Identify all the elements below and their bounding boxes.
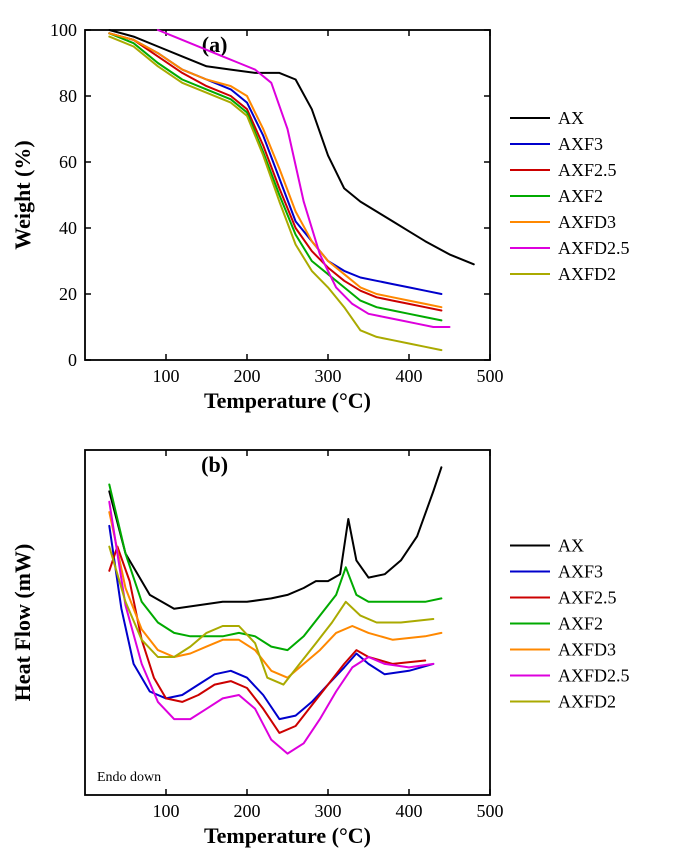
svg-text:400: 400	[396, 366, 423, 386]
svg-text:500: 500	[477, 801, 504, 821]
svg-text:AXF3: AXF3	[558, 562, 603, 582]
svg-text:AXF2.5: AXF2.5	[558, 588, 617, 608]
svg-text:AX: AX	[558, 108, 584, 128]
figure-svg: 100 200 300 400 500 0 20 40 60 80 100 Temperature (…	[0, 0, 691, 866]
svg-text:0: 0	[68, 350, 77, 370]
svg-text:100: 100	[153, 366, 180, 386]
svg-text:40: 40	[59, 218, 77, 238]
svg-text:Weight (%): Weight (%)	[10, 140, 35, 249]
svg-text:AXFD2: AXFD2	[558, 264, 616, 284]
svg-text:60: 60	[59, 152, 77, 172]
svg-text:Heat Flow (mW): Heat Flow (mW)	[10, 544, 35, 702]
svg-text:500: 500	[477, 366, 504, 386]
svg-text:AXFD3: AXFD3	[558, 212, 616, 232]
svg-text:300: 300	[315, 801, 342, 821]
svg-text:AXF2: AXF2	[558, 186, 603, 206]
svg-text:80: 80	[59, 86, 77, 106]
svg-text:AXF2.5: AXF2.5	[558, 160, 617, 180]
figure-container: 100 200 300 400 500 0 20 40 60 80 100 Temperature (…	[0, 0, 691, 866]
svg-text:200: 200	[234, 366, 261, 386]
svg-text:AXFD2.5: AXFD2.5	[558, 238, 630, 258]
svg-text:400: 400	[396, 801, 423, 821]
svg-text:AX: AX	[558, 536, 584, 556]
svg-text:20: 20	[59, 284, 77, 304]
svg-text:AXFD3: AXFD3	[558, 640, 616, 660]
svg-text:Endo down: Endo down	[97, 770, 161, 785]
svg-text:AXFD2.5: AXFD2.5	[558, 666, 630, 686]
svg-text:AXFD2: AXFD2	[558, 692, 616, 712]
svg-text:100: 100	[50, 20, 77, 40]
svg-text:200: 200	[234, 801, 261, 821]
svg-text:Temperature (°C): Temperature (°C)	[204, 823, 371, 848]
svg-text:(b): (b)	[201, 452, 228, 477]
svg-text:100: 100	[153, 801, 180, 821]
svg-text:AXF3: AXF3	[558, 134, 603, 154]
svg-text:300: 300	[315, 366, 342, 386]
svg-text:Temperature (°C): Temperature (°C)	[204, 388, 371, 413]
svg-text:AXF2: AXF2	[558, 614, 603, 634]
